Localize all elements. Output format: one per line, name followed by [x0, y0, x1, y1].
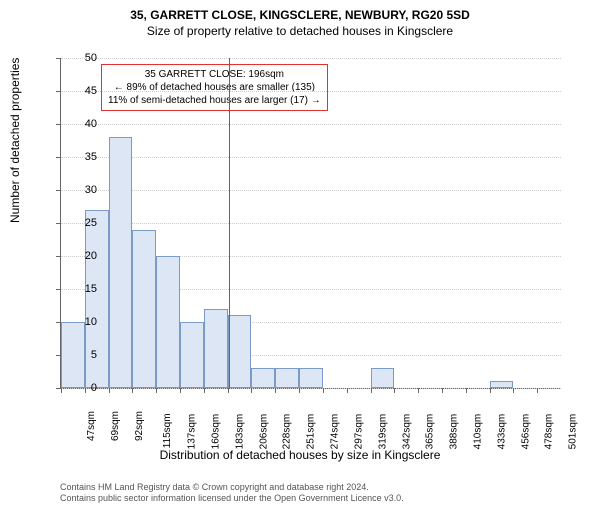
- x-tick-label: 183sqm: [234, 414, 245, 450]
- footer-line-1: Contains HM Land Registry data © Crown c…: [60, 482, 404, 493]
- y-tick-mark: [56, 124, 61, 125]
- reference-line: [229, 58, 230, 388]
- y-tick-label: 40: [67, 118, 97, 130]
- grid-line: [61, 157, 561, 158]
- x-tick-mark: [61, 388, 62, 393]
- grid-line: [61, 124, 561, 125]
- info-line-2: ← 89% of detached houses are smaller (13…: [108, 81, 321, 94]
- x-tick-label: 228sqm: [282, 414, 293, 450]
- histogram-bar: [156, 256, 180, 388]
- x-tick-label: 478sqm: [544, 414, 555, 450]
- y-tick-label: 20: [67, 250, 97, 262]
- histogram-bar: [180, 322, 204, 388]
- x-tick-label: 501sqm: [568, 414, 579, 450]
- x-tick-mark: [251, 388, 252, 393]
- histogram-bar: [132, 230, 156, 388]
- x-tick-mark: [442, 388, 443, 393]
- chart-plot-area: 35 GARRETT CLOSE: 196sqm ← 89% of detach…: [60, 58, 561, 389]
- histogram-bar: [85, 210, 109, 388]
- y-tick-mark: [56, 91, 61, 92]
- x-tick-label: 47sqm: [86, 411, 97, 441]
- reference-info-box: 35 GARRETT CLOSE: 196sqm ← 89% of detach…: [101, 64, 328, 111]
- histogram-bar: [109, 137, 133, 388]
- x-tick-mark: [109, 388, 110, 393]
- x-tick-label: 365sqm: [425, 414, 436, 450]
- y-tick-label: 25: [67, 217, 97, 229]
- x-tick-label: 410sqm: [473, 414, 484, 450]
- x-tick-label: 251sqm: [306, 414, 317, 450]
- grid-line: [61, 190, 561, 191]
- x-tick-label: 319sqm: [377, 414, 388, 450]
- x-tick-mark: [180, 388, 181, 393]
- y-tick-label: 0: [67, 382, 97, 394]
- y-tick-mark: [56, 190, 61, 191]
- x-tick-label: 433sqm: [496, 414, 507, 450]
- y-tick-label: 45: [67, 85, 97, 97]
- x-tick-mark: [132, 388, 133, 393]
- histogram-bar: [204, 309, 228, 388]
- y-tick-mark: [56, 58, 61, 59]
- histogram-bar: [299, 368, 323, 388]
- grid-line: [61, 58, 561, 59]
- y-tick-mark: [56, 256, 61, 257]
- histogram-bar: [275, 368, 299, 388]
- x-tick-label: 297sqm: [353, 414, 364, 450]
- x-tick-label: 92sqm: [134, 411, 145, 441]
- x-axis-label: Distribution of detached houses by size …: [0, 448, 600, 462]
- x-tick-label: 69sqm: [110, 411, 121, 441]
- footer-attribution: Contains HM Land Registry data © Crown c…: [60, 482, 404, 504]
- grid-line: [61, 223, 561, 224]
- chart-title-sub: Size of property relative to detached ho…: [0, 24, 600, 38]
- y-tick-mark: [56, 157, 61, 158]
- x-tick-mark: [490, 388, 491, 393]
- x-tick-label: 206sqm: [258, 414, 269, 450]
- x-tick-label: 137sqm: [187, 414, 198, 450]
- x-tick-label: 388sqm: [449, 414, 460, 450]
- histogram-bar: [251, 368, 275, 388]
- y-tick-label: 10: [67, 316, 97, 328]
- footer-line-2: Contains public sector information licen…: [60, 493, 404, 504]
- x-tick-label: 274sqm: [330, 414, 341, 450]
- x-tick-mark: [299, 388, 300, 393]
- y-tick-mark: [56, 289, 61, 290]
- histogram-bar: [228, 315, 252, 388]
- y-axis-label: Number of detached properties: [8, 58, 22, 223]
- x-tick-mark: [156, 388, 157, 393]
- x-tick-mark: [418, 388, 419, 393]
- info-line-3: 11% of semi-detached houses are larger (…: [108, 94, 321, 107]
- y-tick-label: 35: [67, 151, 97, 163]
- y-tick-label: 50: [67, 52, 97, 64]
- chart-title-main: 35, GARRETT CLOSE, KINGSCLERE, NEWBURY, …: [0, 8, 600, 22]
- grid-line: [61, 91, 561, 92]
- x-tick-label: 456sqm: [520, 414, 531, 450]
- x-tick-mark: [275, 388, 276, 393]
- info-line-1: 35 GARRETT CLOSE: 196sqm: [108, 68, 321, 81]
- x-tick-mark: [537, 388, 538, 393]
- x-tick-mark: [204, 388, 205, 393]
- x-tick-mark: [228, 388, 229, 393]
- histogram-bar: [371, 368, 395, 388]
- y-tick-label: 30: [67, 184, 97, 196]
- x-tick-mark: [347, 388, 348, 393]
- histogram-bar: [490, 381, 514, 388]
- x-tick-label: 160sqm: [211, 414, 222, 450]
- x-tick-label: 115sqm: [162, 413, 173, 448]
- y-tick-mark: [56, 223, 61, 224]
- x-tick-mark: [371, 388, 372, 393]
- x-tick-mark: [323, 388, 324, 393]
- x-tick-mark: [513, 388, 514, 393]
- y-tick-label: 15: [67, 283, 97, 295]
- y-tick-label: 5: [67, 349, 97, 361]
- x-tick-mark: [394, 388, 395, 393]
- x-tick-label: 342sqm: [401, 414, 412, 450]
- grid-line: [61, 388, 561, 389]
- x-tick-mark: [466, 388, 467, 393]
